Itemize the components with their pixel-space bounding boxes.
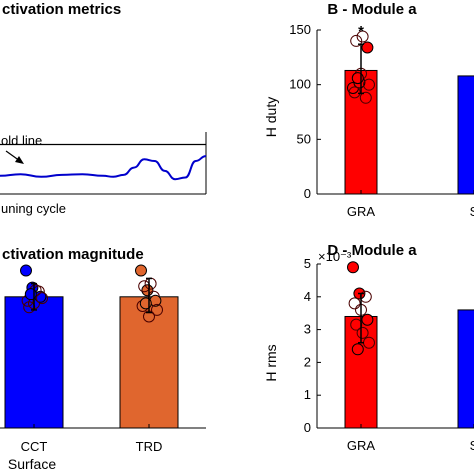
panel-c-xlabel: Surface: [8, 456, 56, 472]
panel-b-title: B - Module a: [327, 1, 417, 18]
panel-b-ytick-label: 0: [304, 186, 311, 201]
panel-d-data-point: [351, 343, 364, 356]
panel-b-data-point: [356, 30, 369, 43]
panel-d-title: D - Module a: [327, 242, 417, 259]
panel-a-signal-line: [0, 155, 207, 181]
panel-d-ytick-label: 4: [304, 289, 311, 304]
panel-b-data-point: [348, 86, 361, 99]
panel-d-category-label: S: [470, 438, 474, 453]
panel-d-exponent: ×10⁻³: [318, 249, 352, 264]
panel-b-category-label: GRA: [347, 204, 376, 219]
panel-b-ytick-label: 100: [289, 77, 311, 92]
panel-b-ytick-label: 50: [297, 131, 311, 146]
panel-d-ylabel: H rms: [263, 344, 279, 381]
panel-c-plot: CCT TRD: [0, 264, 206, 454]
panel-c-data-point: [20, 264, 32, 277]
panel-c-bar: [119, 296, 179, 429]
panel-d-data-point: [348, 297, 361, 310]
panel-d-ytick-label: 1: [304, 387, 311, 402]
panel-d-ytick-label: 5: [304, 256, 311, 271]
panel-d-category-label: GRA: [347, 438, 376, 453]
panel-a-title: ctivation metrics: [2, 1, 121, 18]
panel-b-ylabel: H duty: [263, 97, 279, 137]
panel-b-plot: 0 50 100 150 GRA S *: [289, 22, 474, 219]
panel-b-data-point: [350, 34, 363, 47]
panel-a-threshold-label: old line: [1, 133, 42, 148]
panel-d-data-point: [361, 313, 374, 326]
panel-c-category-label: CCT: [21, 439, 48, 454]
panel-b-data-point: [359, 91, 372, 104]
panel-c-bar: [4, 296, 64, 429]
panel-b-category-label: S: [470, 204, 474, 219]
panel-d-data-point: [356, 326, 369, 339]
panel-b-bar: [457, 75, 474, 195]
panel-d-plot: 0 1 2 3 4 5 GRA S: [304, 256, 474, 453]
panel-c-data-point: [36, 292, 48, 305]
panel-c-data-point: [151, 303, 163, 316]
panel-c-title: ctivation magnitude: [2, 246, 144, 263]
panel-a-plot: [0, 132, 207, 195]
panel-d-data-point: [347, 261, 359, 274]
panel-d-bar: [457, 309, 474, 429]
panel-b-ytick-label: 150: [289, 22, 311, 37]
panel-b-significance-star: *: [358, 23, 364, 40]
panel-d-ytick-label: 0: [304, 420, 311, 435]
panel-c-category-label: TRD: [136, 439, 163, 454]
panel-a-xlabel: uning cycle: [1, 201, 66, 216]
panel-b-data-point: [361, 41, 374, 54]
panel-c-data-point: [135, 264, 147, 277]
panel-d-ytick-label: 2: [304, 354, 311, 369]
panel-a-arrow-head: [15, 156, 24, 164]
panel-b-data-point: [363, 78, 375, 91]
panel-d-ytick-label: 3: [304, 322, 311, 337]
